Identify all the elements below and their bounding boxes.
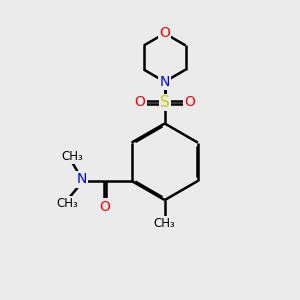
Text: CH₃: CH₃ [154,217,176,230]
Text: N: N [76,172,87,186]
Text: O: O [100,200,110,214]
Text: N: N [160,75,170,89]
Text: CH₃: CH₃ [62,150,84,163]
Text: CH₃: CH₃ [56,197,78,210]
Text: S: S [160,95,169,110]
Text: O: O [184,95,195,109]
Text: O: O [135,95,146,109]
Text: O: O [159,26,170,40]
